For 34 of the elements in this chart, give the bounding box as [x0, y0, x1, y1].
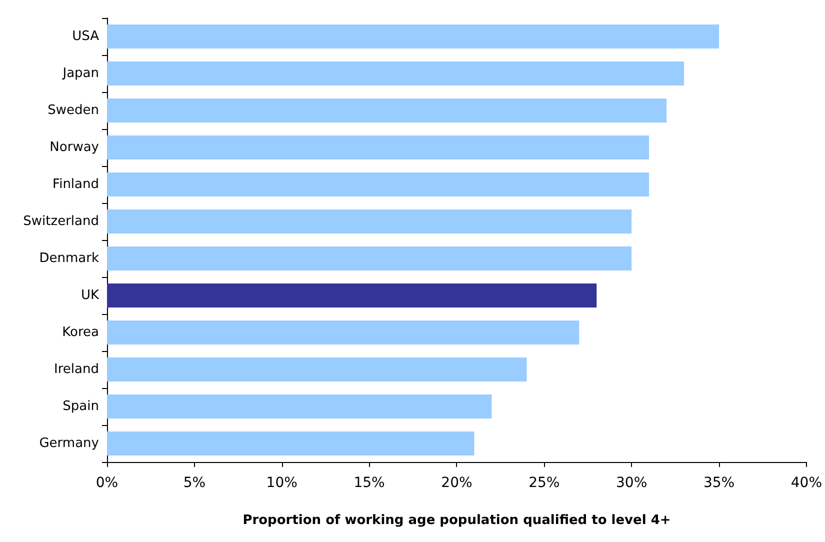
bar — [107, 394, 492, 419]
y-tick-label: Switzerland — [23, 214, 99, 229]
bar — [107, 61, 684, 86]
y-tick-label: Spain — [62, 399, 99, 414]
x-tick-label: 20% — [441, 475, 472, 491]
x-tick-label: 5% — [183, 475, 206, 491]
y-tick-label: UK — [80, 288, 100, 303]
y-tick-label: USA — [72, 29, 100, 44]
x-tick-label: 30% — [616, 475, 648, 491]
bar — [107, 172, 650, 197]
x-axis-title: Proportion of working age population qualified to level 4+ — [242, 513, 671, 528]
y-tick-label: Ireland — [54, 362, 99, 377]
bar — [107, 246, 632, 271]
bar — [107, 431, 474, 456]
y-tick-label: Norway — [50, 140, 100, 155]
x-tick-label: 0% — [96, 475, 118, 491]
x-tick-label: 15% — [354, 475, 385, 491]
bar — [107, 320, 580, 345]
x-tick-label: 25% — [528, 475, 560, 491]
y-tick-label: Finland — [52, 177, 99, 192]
x-tick-label: 10% — [266, 475, 298, 491]
bar — [107, 209, 632, 234]
bar — [107, 357, 527, 382]
x-tick-label: 35% — [703, 475, 735, 491]
bar — [107, 135, 650, 160]
bar — [107, 283, 597, 308]
bar — [107, 98, 667, 123]
bar — [107, 24, 720, 49]
y-tick-label: Sweden — [48, 103, 99, 118]
y-tick-label: Germany — [39, 436, 100, 451]
y-tick-label: Denmark — [39, 251, 100, 266]
y-tick-label: Japan — [62, 66, 99, 81]
y-tick-label: Korea — [62, 325, 99, 340]
x-tick-label: 40% — [790, 475, 822, 491]
